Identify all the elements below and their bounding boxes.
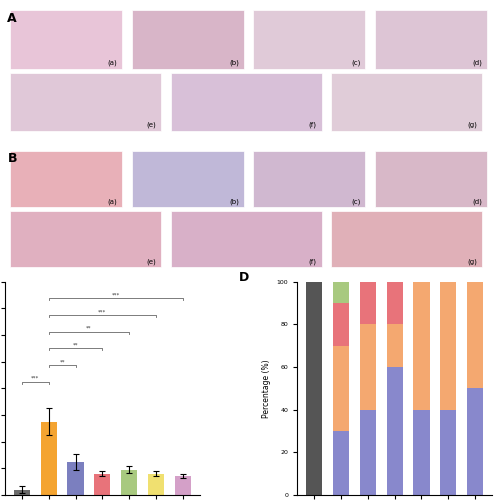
Bar: [414, 282, 429, 410]
Text: (b): (b): [229, 60, 239, 66]
FancyBboxPatch shape: [170, 72, 322, 131]
Text: ***: ***: [31, 376, 39, 381]
Bar: [440, 410, 456, 495]
FancyBboxPatch shape: [10, 10, 122, 68]
FancyBboxPatch shape: [253, 10, 365, 68]
Bar: [467, 388, 483, 495]
Text: **: **: [59, 360, 65, 364]
Text: (g): (g): [468, 258, 478, 264]
Bar: [175, 476, 191, 495]
Text: (e): (e): [146, 122, 156, 128]
Bar: [387, 282, 403, 325]
Bar: [333, 282, 349, 303]
Bar: [121, 470, 137, 495]
Text: (f): (f): [309, 258, 317, 264]
FancyBboxPatch shape: [375, 10, 487, 68]
Y-axis label: Percentage (%): Percentage (%): [262, 359, 271, 418]
Bar: [414, 410, 429, 495]
Text: **: **: [86, 326, 92, 331]
Text: D: D: [239, 271, 249, 284]
Text: (a): (a): [107, 60, 117, 66]
Text: (d): (d): [473, 60, 482, 66]
Text: (d): (d): [473, 198, 482, 204]
Text: (f): (f): [309, 122, 317, 128]
Bar: [467, 282, 483, 389]
Bar: [41, 422, 57, 495]
FancyBboxPatch shape: [10, 151, 122, 207]
Bar: [360, 282, 376, 325]
Bar: [387, 324, 403, 367]
Text: (a): (a): [107, 198, 117, 204]
Text: (c): (c): [351, 60, 360, 66]
FancyBboxPatch shape: [331, 211, 482, 268]
Text: ***: ***: [98, 310, 106, 314]
Bar: [68, 462, 83, 495]
FancyBboxPatch shape: [331, 72, 482, 131]
Bar: [387, 367, 403, 495]
Text: (c): (c): [351, 198, 360, 204]
Text: (g): (g): [468, 122, 478, 128]
Bar: [94, 474, 110, 495]
Bar: [148, 474, 164, 495]
Bar: [440, 282, 456, 410]
FancyBboxPatch shape: [170, 211, 322, 268]
Bar: [306, 282, 322, 495]
FancyBboxPatch shape: [10, 211, 161, 268]
Bar: [360, 410, 376, 495]
FancyBboxPatch shape: [253, 151, 365, 207]
Text: (e): (e): [146, 258, 156, 264]
Bar: [360, 324, 376, 410]
Text: (b): (b): [229, 198, 239, 204]
Bar: [333, 303, 349, 346]
FancyBboxPatch shape: [10, 72, 161, 131]
Text: ***: ***: [112, 292, 120, 298]
Text: **: **: [73, 342, 79, 347]
Text: A: A: [7, 12, 17, 24]
Bar: [333, 346, 349, 431]
Text: B: B: [7, 152, 17, 165]
FancyBboxPatch shape: [132, 151, 244, 207]
Bar: [14, 490, 30, 495]
FancyBboxPatch shape: [132, 10, 244, 68]
FancyBboxPatch shape: [375, 151, 487, 207]
Bar: [333, 431, 349, 495]
